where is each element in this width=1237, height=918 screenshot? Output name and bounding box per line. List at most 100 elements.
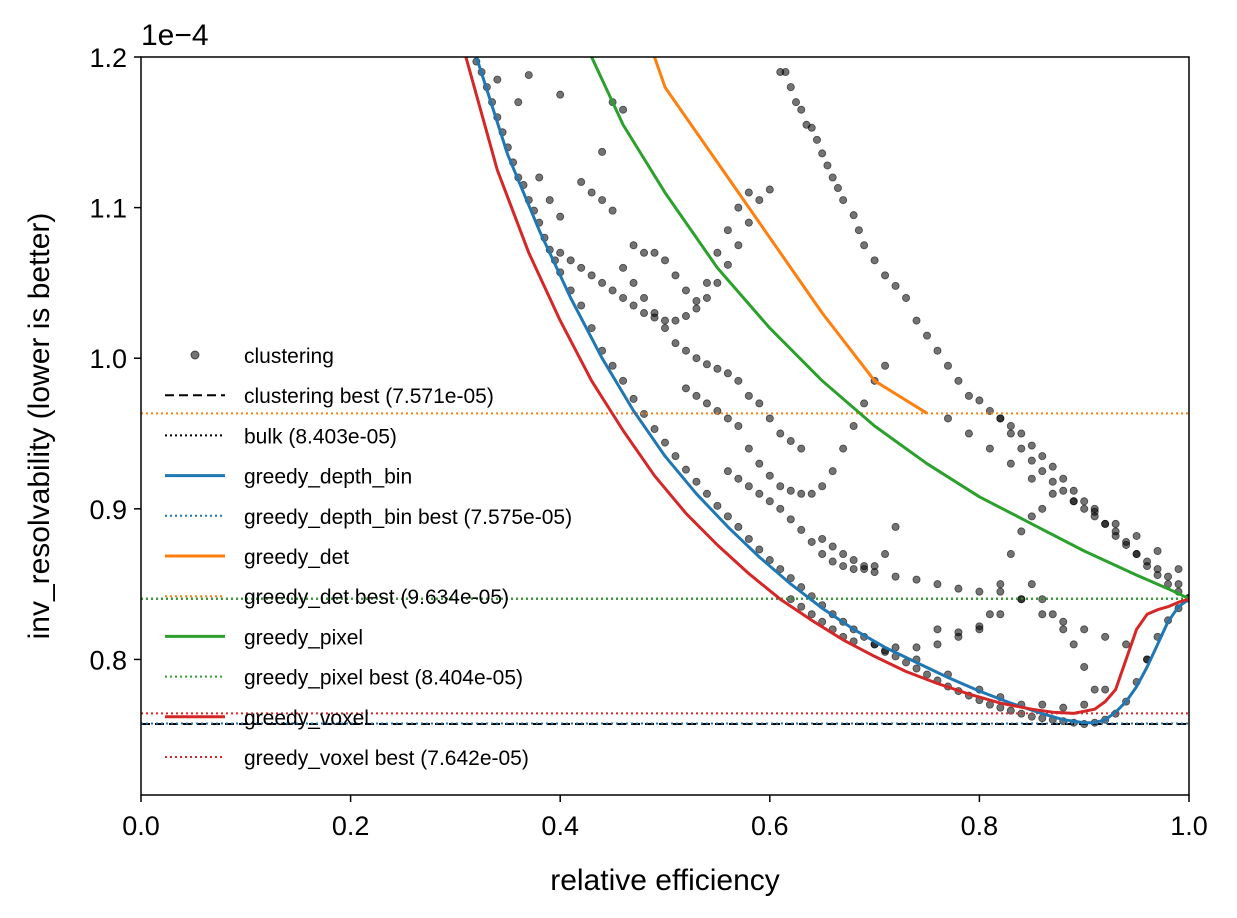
clustering-point bbox=[1027, 441, 1036, 450]
clustering-point bbox=[828, 467, 837, 476]
x-tick-label: 0.0 bbox=[122, 811, 160, 841]
clustering-point bbox=[839, 444, 848, 453]
clustering-point bbox=[818, 149, 827, 158]
y-offset-label: 1e−4 bbox=[141, 19, 209, 52]
clustering-point bbox=[1069, 486, 1078, 495]
clustering-point bbox=[912, 664, 921, 673]
clustering-point bbox=[975, 587, 984, 596]
clustering-point bbox=[734, 241, 743, 250]
clustering-point bbox=[619, 293, 628, 302]
clustering-point bbox=[681, 465, 690, 474]
clustering-point bbox=[792, 98, 801, 107]
clustering-point bbox=[661, 256, 670, 265]
clustering-point bbox=[744, 188, 753, 197]
clustering-point bbox=[1164, 572, 1173, 581]
clustering-point bbox=[1059, 474, 1068, 483]
clustering-point bbox=[891, 522, 900, 531]
clustering-point bbox=[629, 394, 638, 403]
clustering-point bbox=[755, 196, 764, 205]
y-tick-label: 1.2 bbox=[89, 43, 127, 73]
clustering-point bbox=[702, 360, 711, 369]
clustering-point bbox=[818, 550, 827, 559]
clustering-point bbox=[1006, 706, 1015, 715]
clustering-point bbox=[702, 399, 711, 408]
clustering-point bbox=[975, 625, 984, 634]
clustering-point bbox=[608, 286, 617, 295]
clustering-point bbox=[713, 406, 722, 415]
clustering-point bbox=[797, 444, 806, 453]
clustering-point bbox=[1038, 504, 1047, 513]
clustering-point bbox=[577, 263, 586, 272]
clustering-point bbox=[1101, 519, 1110, 528]
clustering-point bbox=[619, 376, 628, 385]
clustering-point bbox=[755, 545, 764, 554]
clustering-point bbox=[734, 376, 743, 385]
clustering-point bbox=[1027, 474, 1036, 483]
clustering-point bbox=[640, 248, 649, 257]
clustering-point bbox=[1101, 685, 1110, 694]
clustering-point bbox=[692, 391, 701, 400]
clustering-point bbox=[912, 575, 921, 584]
clustering-point bbox=[692, 477, 701, 486]
clustering-point bbox=[1132, 550, 1141, 559]
clustering-point bbox=[1090, 685, 1099, 694]
clustering-point bbox=[849, 421, 858, 430]
clustering-point bbox=[661, 324, 670, 333]
clustering-point bbox=[881, 550, 890, 559]
clustering-point bbox=[535, 173, 544, 182]
clustering-point bbox=[765, 556, 774, 565]
clustering-point bbox=[1069, 640, 1078, 649]
clustering-point bbox=[1153, 565, 1162, 574]
x-tick-label: 0.6 bbox=[751, 811, 789, 841]
clustering-point bbox=[755, 459, 764, 468]
clustering-point bbox=[1101, 632, 1110, 641]
clustering-point bbox=[1027, 512, 1036, 521]
clustering-point bbox=[786, 437, 795, 446]
x-tick-label: 0.8 bbox=[961, 811, 999, 841]
clustering-point bbox=[702, 293, 711, 302]
clustering-point bbox=[619, 263, 628, 272]
clustering-point bbox=[734, 474, 743, 483]
clustering-point bbox=[933, 580, 942, 589]
clustering-point bbox=[786, 574, 795, 583]
clustering-point bbox=[713, 278, 722, 287]
clustering-point bbox=[661, 316, 670, 325]
clustering-point bbox=[671, 316, 680, 325]
clustering-point bbox=[912, 316, 921, 325]
clustering-point bbox=[828, 173, 837, 182]
clustering-point bbox=[807, 489, 816, 498]
clustering-point bbox=[650, 248, 659, 257]
clustering-point bbox=[1048, 610, 1057, 619]
clustering-point bbox=[1006, 550, 1015, 559]
y-tick-label: 0.9 bbox=[89, 495, 127, 525]
clustering-point bbox=[776, 504, 785, 513]
clustering-point bbox=[1048, 462, 1057, 471]
y-axis-ticks: 0.8 0.9 1.0 1.1 1.2 bbox=[89, 43, 141, 675]
clustering-point bbox=[985, 610, 994, 619]
y-tick-label: 1.1 bbox=[89, 194, 127, 224]
clustering-point bbox=[996, 610, 1005, 619]
clustering-point bbox=[723, 467, 732, 476]
clustering-point bbox=[933, 640, 942, 649]
clustering-point bbox=[755, 399, 764, 408]
clustering-point bbox=[1111, 531, 1120, 540]
clustering-point bbox=[1080, 662, 1089, 671]
clustering-point bbox=[629, 278, 638, 287]
clustering-point bbox=[860, 562, 869, 571]
clustering-point bbox=[671, 452, 680, 461]
clustering-point bbox=[1122, 640, 1131, 649]
clustering-point bbox=[608, 206, 617, 215]
clustering-point bbox=[734, 522, 743, 531]
clustering-point bbox=[839, 562, 848, 571]
clustering-point bbox=[1038, 610, 1047, 619]
clustering-point bbox=[692, 304, 701, 313]
clustering-point bbox=[598, 278, 607, 287]
clustering-point bbox=[577, 301, 586, 310]
clustering-point bbox=[891, 281, 900, 290]
clustering-point bbox=[744, 391, 753, 400]
clustering-point bbox=[996, 580, 1005, 589]
clustering-point bbox=[1132, 531, 1141, 540]
clustering-point bbox=[1006, 429, 1015, 438]
clustering-point bbox=[661, 438, 670, 447]
clustering-point bbox=[854, 226, 863, 235]
